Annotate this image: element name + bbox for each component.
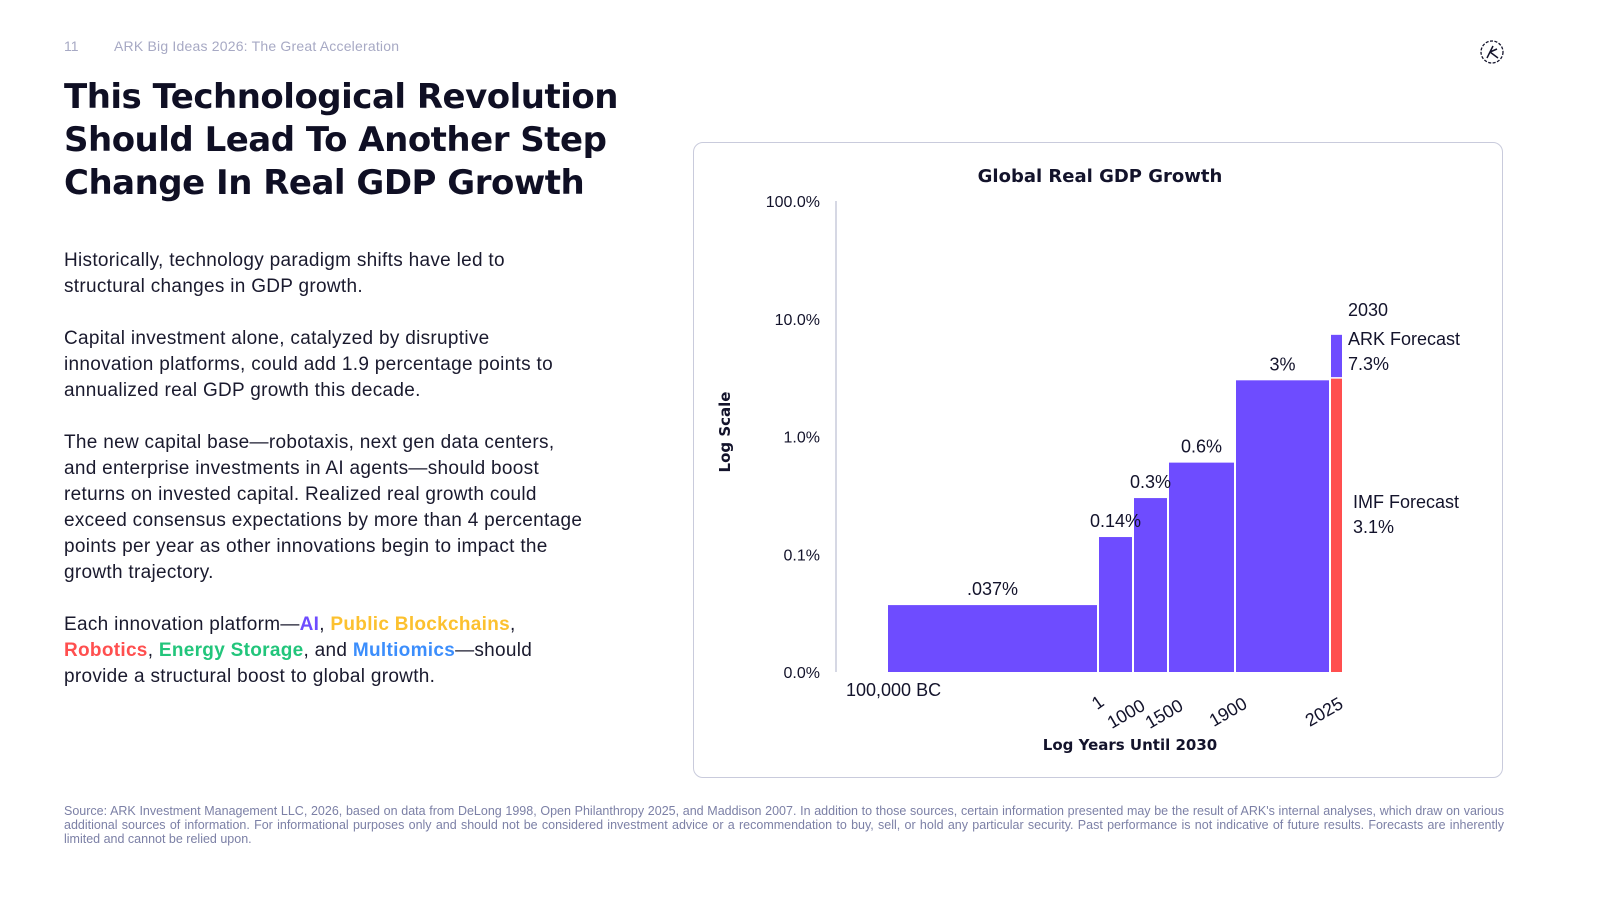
x-tick-label: 1900 bbox=[1206, 693, 1251, 730]
page-number: 11 bbox=[64, 38, 79, 54]
bar-historical bbox=[1134, 498, 1167, 672]
footer-disclaimer: Source: ARK Investment Management LLC, 2… bbox=[64, 804, 1504, 846]
paragraph-capital: Capital investment alone, catalyzed by d… bbox=[64, 328, 553, 401]
chart-card bbox=[693, 142, 1503, 778]
platform-multiomics: Multiomics bbox=[352, 640, 456, 661]
annotation-ark-forecast-label: ARK Forecast bbox=[1348, 329, 1460, 349]
bar-data-label: 0.6% bbox=[1181, 437, 1222, 457]
bar-ark-forecast bbox=[1331, 334, 1342, 378]
platforms-suffix: —should provide a structural boost to gl… bbox=[64, 640, 533, 687]
y-tick-label: 0.1% bbox=[784, 547, 820, 564]
paragraph-platforms: Each innovation platform—AI, Public Bloc… bbox=[64, 612, 584, 690]
y-tick-label: 0.0% bbox=[784, 665, 820, 682]
x-axis-label: Log Years Until 2030 bbox=[1043, 736, 1217, 754]
bar-data-label: 0.3% bbox=[1130, 472, 1171, 492]
bar-data-label: 3% bbox=[1269, 354, 1295, 374]
x-tick-label: 1500 bbox=[1142, 695, 1187, 732]
platform-robotics: Robotics bbox=[64, 640, 148, 661]
bar-data-label: 0.14% bbox=[1090, 511, 1141, 531]
y-tick-label: 100.0% bbox=[766, 194, 820, 211]
ark-logo-icon bbox=[1480, 40, 1504, 64]
bar-historical bbox=[1169, 462, 1234, 672]
paragraph-capital-base: The new capital base—robotaxis, next gen… bbox=[64, 432, 583, 583]
x-tick-label: 100,000 BC bbox=[846, 680, 941, 700]
bar-historical bbox=[1099, 537, 1132, 672]
y-tick-label: 10.0% bbox=[775, 312, 820, 329]
y-axis-label: Log Scale bbox=[716, 392, 734, 473]
bar-data-label: .037% bbox=[967, 579, 1018, 599]
platform-ai: AI bbox=[299, 614, 320, 635]
bar-imf-forecast bbox=[1331, 378, 1342, 672]
separator: , bbox=[147, 640, 159, 661]
x-tick-label: 2025 bbox=[1302, 693, 1347, 730]
x-tick-label: 1000 bbox=[1104, 695, 1149, 732]
bar-historical bbox=[1236, 380, 1329, 672]
y-tick-label: 1.0% bbox=[784, 430, 820, 447]
separator: , bbox=[510, 614, 516, 635]
chart-title: Global Real GDP Growth bbox=[978, 166, 1223, 187]
x-tick-label: 1 bbox=[1088, 691, 1108, 713]
paragraph-history: Historically, technology paradigm shifts… bbox=[64, 250, 505, 297]
platform-energy-storage: Energy Storage bbox=[158, 640, 304, 661]
annotation-ark-forecast-value: 7.3% bbox=[1348, 354, 1389, 374]
bar-historical bbox=[888, 605, 1097, 672]
platforms-prefix: Each innovation platform— bbox=[64, 614, 300, 635]
deck-title: ARK Big Ideas 2026: The Great Accelerati… bbox=[114, 38, 400, 54]
annotation-imf-forecast-value: 3.1% bbox=[1353, 517, 1394, 537]
separator: , and bbox=[303, 640, 353, 661]
annotation-2030: 2030 bbox=[1348, 300, 1388, 320]
page-title: This Technological Revolution Should Lea… bbox=[64, 77, 618, 203]
platform-public-blockchains: Public Blockchains bbox=[330, 614, 511, 635]
annotation-imf-forecast-label: IMF Forecast bbox=[1353, 492, 1459, 512]
separator: , bbox=[319, 614, 331, 635]
body-text: Historically, technology paradigm shifts… bbox=[64, 248, 584, 716]
